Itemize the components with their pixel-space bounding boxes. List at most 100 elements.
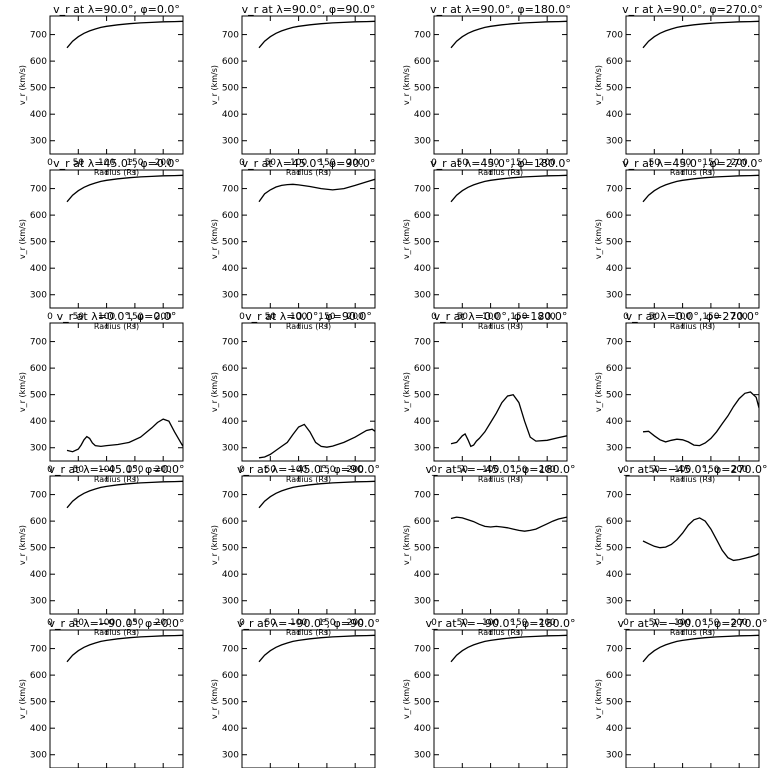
x-tick-label: 200 <box>539 465 556 475</box>
x-tick-label: 0 <box>623 465 629 475</box>
series-line <box>642 391 759 447</box>
x-tick-label: 150 <box>318 618 335 628</box>
x-tick-label: 150 <box>126 465 143 475</box>
subplot: v_r at λ=−90.0°, φ=270.0°0 50 100 150 200 300… <box>594 617 767 768</box>
plot-frame <box>241 629 376 768</box>
x-tick-label: 200 <box>539 618 556 628</box>
x-tick-label: 50 <box>73 312 85 322</box>
x-tick-label: 50 <box>457 312 469 322</box>
x-tick-label: 50 <box>649 312 661 322</box>
plot-frame <box>49 322 184 462</box>
x-tick-label: 150 <box>702 312 719 322</box>
plot-frame <box>49 629 184 768</box>
x-tick-label: 0 <box>47 618 53 628</box>
x-tick-label: 0 <box>431 465 437 475</box>
y-axis-label: v_r (km/s) <box>210 372 219 412</box>
subplot: v_r at λ=−45.0°, φ=0.0°0 50 100 150 20030040… <box>18 463 184 637</box>
y-tick-label: 500 <box>222 84 239 94</box>
y-tick-label: 300 <box>414 291 431 301</box>
plot-frame <box>433 169 568 309</box>
y-tick-label: 500 <box>30 84 47 94</box>
y-axis-label: v_r (km/s) <box>210 679 219 719</box>
y-tick-label: 400 <box>414 264 431 274</box>
y-tick-label: 300 <box>222 291 239 301</box>
x-tick-label: 150 <box>126 618 143 628</box>
plot-frame <box>433 15 568 155</box>
series-line <box>258 634 375 663</box>
x-tick-label: 0 <box>431 158 437 168</box>
x-axis-label: Radius (Rs) <box>94 475 139 484</box>
subplot-title: v_r at λ=90.0°, φ=180.0° <box>430 3 571 16</box>
y-tick-label: 300 <box>30 751 47 761</box>
subplot-title: v_r at λ=−45.0°, φ=180.0° <box>426 463 576 476</box>
y-tick-label: 700 <box>606 31 623 41</box>
subplot-title: v_r at λ=45.0°, φ=180.0° <box>430 157 571 170</box>
subplot: v_r at λ=0.0°, φ=270.0°0 50 100 150 20030040… <box>594 310 760 484</box>
y-tick-label: 300 <box>30 137 47 147</box>
y-axis-label: v_r (km/s) <box>594 525 603 565</box>
x-tick-label: 150 <box>702 158 719 168</box>
y-tick-label: 700 <box>30 645 47 655</box>
x-tick-label: 0 <box>47 312 53 322</box>
subplot: v_r at λ=0.0°, φ=0.0° 0 50 100 150 200 300 400 5… <box>18 310 184 484</box>
y-axis-label: v_r (km/s) <box>594 679 603 719</box>
y-tick-label: 400 <box>30 264 47 274</box>
y-tick-label: 400 <box>222 417 239 427</box>
y-tick-label: 700 <box>606 338 623 348</box>
subplot-title: v_r at λ=90.0°, φ=90.0° <box>242 3 376 16</box>
y-tick-label: 300 <box>222 444 239 454</box>
x-tick-label: 100 <box>674 618 691 628</box>
y-tick-label: 500 <box>30 544 47 554</box>
x-tick-label: 100 <box>482 312 499 322</box>
subplot: v_r at λ=45.0°, φ=90.0°0 50 100 150 20030040… <box>210 157 376 331</box>
y-tick-label: 700 <box>606 491 623 501</box>
x-axis-label: Radius (Rs) <box>478 475 523 484</box>
y-tick-label: 300 <box>30 291 47 301</box>
x-tick-label: 0 <box>239 618 245 628</box>
x-axis-label: Radius (Rs) <box>94 628 139 637</box>
y-tick-label: 700 <box>414 338 431 348</box>
series-line <box>642 634 759 663</box>
y-tick-label: 300 <box>30 597 47 607</box>
x-tick-label: 50 <box>649 158 661 168</box>
subplot-title: v_r at λ=0.0°, φ=270.0° <box>626 310 760 323</box>
subplot-title: v_r at λ=−45.0°, φ=90.0° <box>237 463 380 476</box>
x-axis-label: Radius (Rs) <box>286 628 331 637</box>
y-axis-label: v_r (km/s) <box>210 525 219 565</box>
y-tick-label: 400 <box>606 417 623 427</box>
plot-frame <box>625 475 760 615</box>
subplot: v_r at λ=−90.0°, φ=0.0°0 50 100 150 200 300 40… <box>18 617 184 768</box>
x-tick-label: 150 <box>126 158 143 168</box>
y-tick-label: 400 <box>606 724 623 734</box>
y-axis-label: v_r (km/s) <box>18 525 27 565</box>
y-tick-label: 300 <box>414 751 431 761</box>
subplot-title: v_r at λ=−90.0°, φ=270.0° <box>618 617 768 630</box>
x-tick-label: 200 <box>155 158 172 168</box>
x-tick-label: 200 <box>155 618 172 628</box>
x-tick-label: 200 <box>347 618 364 628</box>
y-tick-label: 600 <box>30 364 47 374</box>
y-axis-label: v_r (km/s) <box>402 372 411 412</box>
subplot-title: v_r at λ=45.0°, φ=270.0° <box>622 157 763 170</box>
y-tick-label: 600 <box>414 57 431 67</box>
x-tick-label: 50 <box>265 618 277 628</box>
x-tick-label: 200 <box>731 158 748 168</box>
x-axis-label: Radius (Rs) <box>286 322 331 331</box>
series-line <box>450 634 567 663</box>
y-tick-label: 600 <box>606 211 623 221</box>
y-tick-label: 700 <box>222 491 239 501</box>
plot-frame <box>241 169 376 309</box>
y-tick-label: 500 <box>414 84 431 94</box>
x-tick-label: 50 <box>265 312 277 322</box>
subplot: v_r at λ=−90.0°, φ=90.0°0 50 100 150 200 300 4… <box>210 617 380 768</box>
y-tick-label: 400 <box>30 724 47 734</box>
subplot: v_r at λ=90.0°, φ=270.0° 0 50 100 150 200 300 4… <box>594 3 763 177</box>
y-tick-label: 500 <box>222 238 239 248</box>
y-tick-label: 300 <box>606 444 623 454</box>
y-tick-label: 500 <box>606 544 623 554</box>
subplot-title: v_r at λ=−90.0°, φ=180.0° <box>426 617 576 630</box>
series-line <box>258 423 375 459</box>
subplot: v_r at λ=0.0°, φ=90.0°0 50 100 150 200300400… <box>210 310 376 484</box>
y-tick-label: 600 <box>606 364 623 374</box>
y-tick-label: 700 <box>222 31 239 41</box>
